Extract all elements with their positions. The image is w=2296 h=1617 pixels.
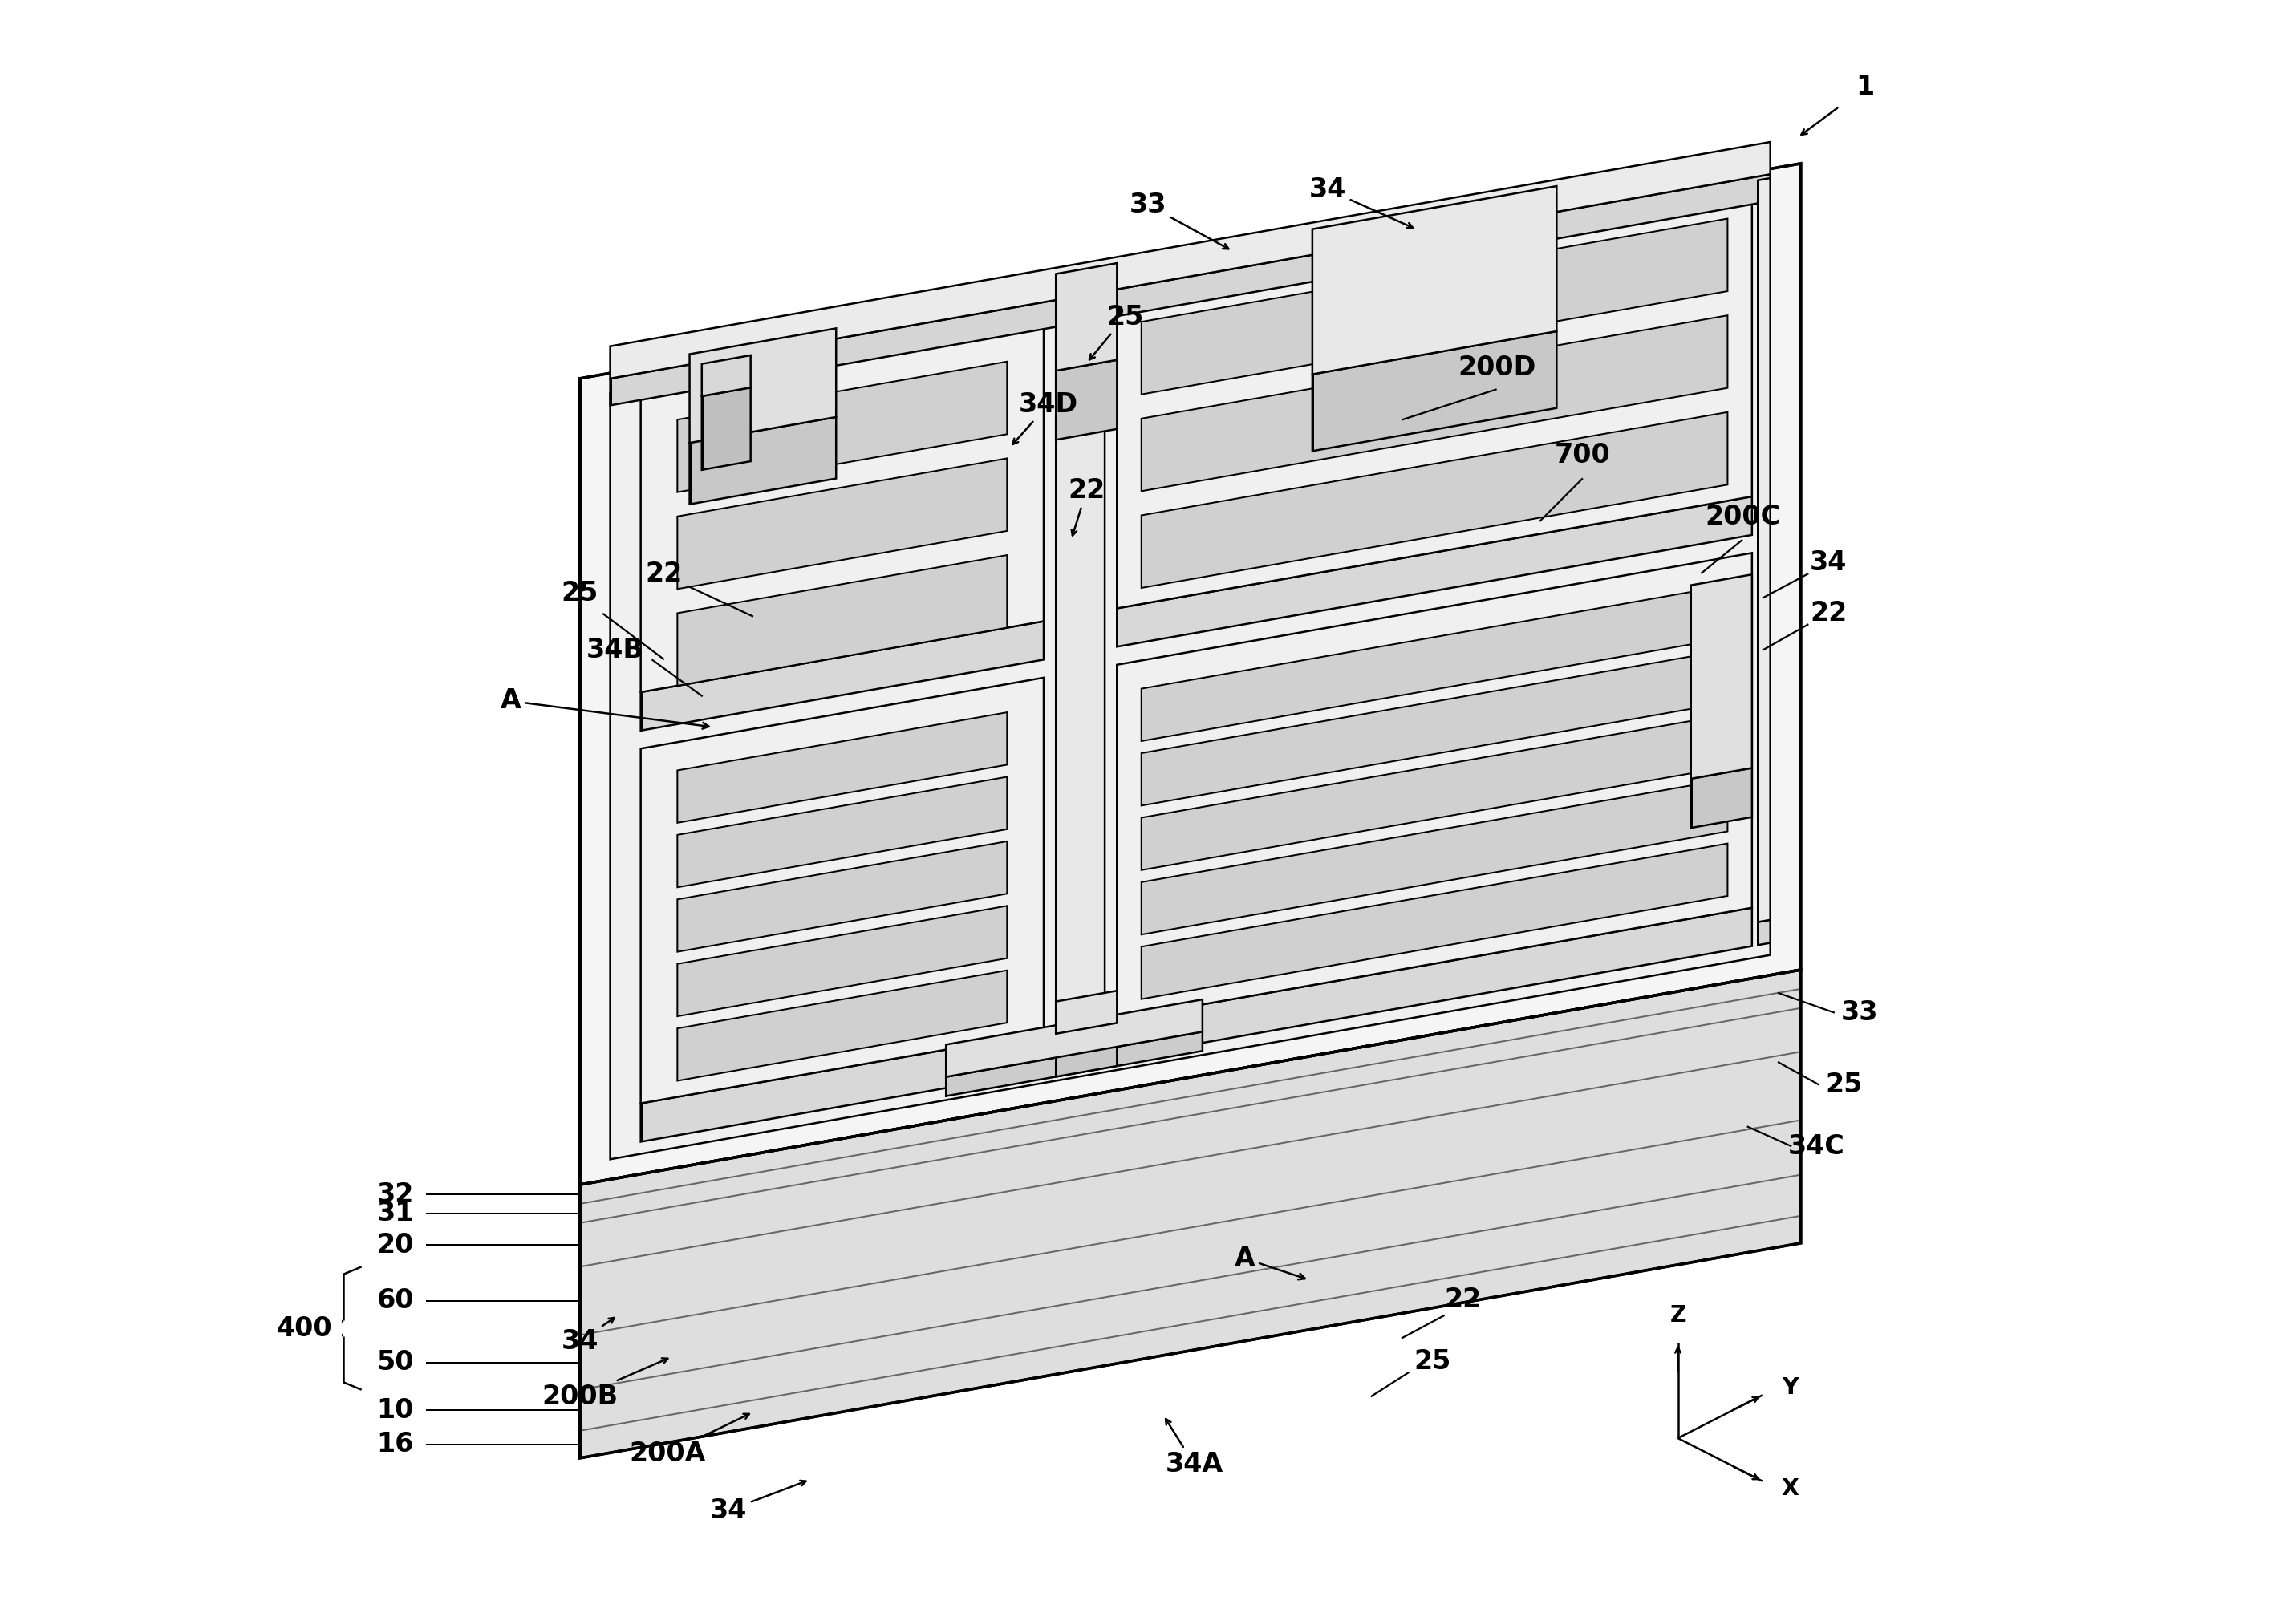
Text: 1: 1 [1855, 73, 1874, 100]
Text: 33: 33 [1841, 999, 1878, 1027]
Text: 200C: 200C [1704, 503, 1779, 530]
Text: A: A [501, 687, 709, 729]
Polygon shape [703, 388, 751, 471]
Polygon shape [611, 175, 1770, 406]
Polygon shape [641, 1032, 1045, 1142]
Polygon shape [1141, 412, 1727, 589]
Text: 200A: 200A [629, 1413, 748, 1467]
Polygon shape [641, 621, 1045, 731]
Polygon shape [1141, 650, 1727, 805]
Polygon shape [1056, 991, 1116, 1033]
Text: 400: 400 [278, 1315, 333, 1342]
Text: 25: 25 [560, 581, 599, 606]
Text: 33: 33 [1130, 192, 1228, 249]
Polygon shape [677, 970, 1008, 1080]
Text: 50: 50 [377, 1349, 413, 1376]
Text: 31: 31 [377, 1200, 413, 1227]
Polygon shape [1116, 907, 1752, 1058]
Text: 34C: 34C [1789, 1134, 1844, 1159]
Polygon shape [689, 417, 836, 505]
Polygon shape [1056, 361, 1116, 440]
Polygon shape [1141, 715, 1727, 870]
Polygon shape [1116, 496, 1752, 647]
Text: 22: 22 [645, 561, 682, 587]
Polygon shape [1141, 585, 1727, 741]
Text: 34: 34 [1809, 550, 1846, 576]
Text: 60: 60 [377, 1287, 413, 1315]
Text: 10: 10 [377, 1397, 413, 1423]
Polygon shape [611, 189, 1770, 1159]
Polygon shape [1116, 175, 1752, 608]
Polygon shape [1056, 264, 1116, 370]
Polygon shape [1056, 1036, 1104, 1069]
Polygon shape [1116, 553, 1752, 1019]
Text: 34B: 34B [585, 637, 643, 663]
Text: 34D: 34D [1013, 391, 1077, 445]
Polygon shape [703, 356, 751, 396]
Polygon shape [579, 970, 1800, 1459]
Polygon shape [677, 458, 1008, 589]
Polygon shape [1313, 186, 1557, 374]
Text: 34A: 34A [1164, 1418, 1224, 1478]
Text: Y: Y [1782, 1376, 1798, 1399]
Polygon shape [677, 555, 1008, 686]
Polygon shape [1141, 844, 1727, 999]
Polygon shape [1141, 315, 1727, 492]
Polygon shape [1056, 304, 1104, 1046]
Polygon shape [677, 906, 1008, 1017]
Polygon shape [641, 299, 1045, 692]
Polygon shape [1141, 779, 1727, 935]
Text: 25: 25 [1414, 1349, 1451, 1374]
Text: 20: 20 [377, 1232, 413, 1258]
Text: 25: 25 [1088, 304, 1143, 359]
Polygon shape [1759, 178, 1770, 922]
Polygon shape [1056, 1024, 1116, 1077]
Text: X: X [1782, 1478, 1798, 1501]
Polygon shape [677, 362, 1008, 492]
Text: 34: 34 [1309, 176, 1412, 228]
Polygon shape [1759, 920, 1770, 944]
Text: 34: 34 [709, 1481, 806, 1523]
Polygon shape [1690, 768, 1752, 828]
Text: 32: 32 [377, 1180, 413, 1208]
Text: 22: 22 [1068, 477, 1104, 535]
Polygon shape [611, 142, 1770, 378]
Text: 16: 16 [377, 1431, 413, 1457]
Polygon shape [1313, 331, 1557, 451]
Polygon shape [677, 776, 1008, 888]
Polygon shape [677, 841, 1008, 952]
Text: A: A [1235, 1245, 1304, 1279]
Polygon shape [677, 713, 1008, 823]
Polygon shape [641, 678, 1045, 1103]
Text: 34: 34 [560, 1318, 615, 1355]
Polygon shape [689, 328, 836, 443]
Text: 200B: 200B [542, 1358, 668, 1410]
Text: 25: 25 [1825, 1072, 1862, 1098]
Polygon shape [579, 163, 1800, 1185]
Polygon shape [946, 1032, 1203, 1096]
Polygon shape [1141, 218, 1727, 395]
Text: 200D: 200D [1458, 354, 1536, 382]
Text: 700: 700 [1554, 441, 1612, 469]
Polygon shape [946, 999, 1203, 1077]
Text: Z: Z [1669, 1303, 1685, 1326]
Polygon shape [1690, 574, 1752, 779]
Text: 22: 22 [1444, 1287, 1481, 1313]
Text: 22: 22 [1809, 600, 1846, 627]
